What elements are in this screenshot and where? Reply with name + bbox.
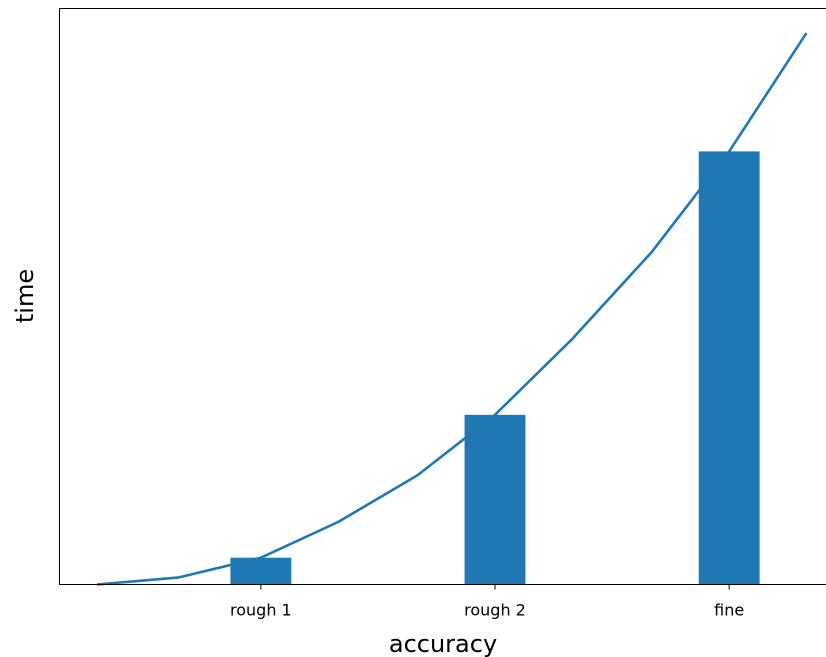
bar-fine bbox=[698, 151, 760, 585]
line-series bbox=[96, 32, 808, 586]
x-tick-label: rough 2 bbox=[464, 601, 526, 620]
x-tick-label: rough 1 bbox=[230, 601, 292, 620]
axes-frame bbox=[59, 8, 826, 585]
x-tick-label: fine bbox=[714, 601, 744, 620]
trend-line bbox=[96, 32, 808, 586]
x-axis-label: accuracy bbox=[389, 630, 497, 657]
bar-series bbox=[230, 151, 760, 585]
bar-rough-2 bbox=[464, 414, 526, 585]
y-axis-label: time bbox=[11, 269, 39, 323]
x-axis-ticks: rough 1 rough 2 fine bbox=[230, 584, 744, 620]
